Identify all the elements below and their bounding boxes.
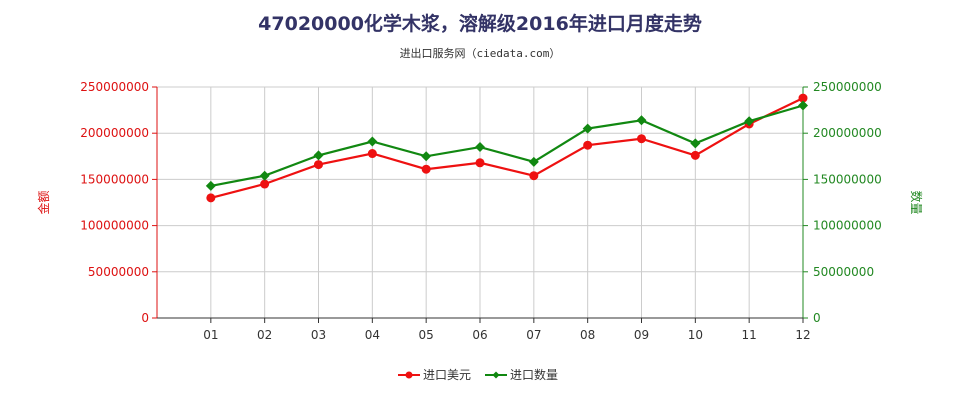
data-point-usd[interactable] xyxy=(637,134,646,144)
y-left-tick-label: 150000000 xyxy=(80,172,149,186)
legend-label-quantity: 进口数量 xyxy=(510,367,558,382)
x-tick-label: 06 xyxy=(472,328,487,342)
data-point-usd[interactable] xyxy=(583,140,593,150)
y-left-tick-label: 0 xyxy=(141,311,149,325)
legend-label-usd: 进口美元 xyxy=(423,368,471,382)
y-right-tick-label: 200000000 xyxy=(813,126,882,140)
data-point-usd[interactable] xyxy=(421,164,431,174)
x-tick-label: 05 xyxy=(419,328,434,342)
chart-subtitle: 进出口服务网（ciedata.com） xyxy=(400,46,561,60)
data-point-usd[interactable] xyxy=(206,193,216,203)
x-tick-label: 02 xyxy=(257,328,272,342)
series-line-usd xyxy=(210,97,804,199)
data-point-quantity[interactable] xyxy=(475,142,485,153)
y-right-tick-label: 100000000 xyxy=(813,219,882,233)
y-axis-left-label: 金额 xyxy=(36,190,51,214)
legend: 进口美元 进口数量 xyxy=(398,367,558,382)
y-right-tick-label: 0 xyxy=(813,311,821,325)
plot-area: 0 50000000 100000000 150000000 200000000 2500… xyxy=(80,80,881,342)
x-tick-label: 12 xyxy=(795,328,810,342)
y-left-tick-label: 100000000 xyxy=(80,219,149,233)
x-tick-label: 09 xyxy=(634,328,649,342)
data-point-usd[interactable] xyxy=(475,158,485,168)
data-point-quantity[interactable] xyxy=(798,100,808,111)
data-point-quantity[interactable] xyxy=(636,115,647,126)
y-axis-right-label: 数量 xyxy=(909,190,924,214)
x-tick-label: 10 xyxy=(688,328,703,342)
y-left-tick-label: 50000000 xyxy=(88,265,149,279)
data-point-quantity[interactable] xyxy=(313,150,324,161)
series-line-quantity xyxy=(210,104,804,187)
data-point-quantity[interactable] xyxy=(259,170,270,181)
data-point-usd[interactable] xyxy=(314,160,323,170)
y-right-tick-label: 250000000 xyxy=(813,80,882,94)
x-tick-label: 07 xyxy=(526,328,541,342)
legend-marker-usd xyxy=(405,371,413,379)
x-tick-label: 01 xyxy=(203,328,218,342)
data-point-quantity[interactable] xyxy=(421,151,432,162)
data-point-quantity[interactable] xyxy=(205,180,216,191)
data-point-quantity[interactable] xyxy=(690,138,701,149)
data-point-quantity[interactable] xyxy=(744,116,755,127)
chart-title: 47020000化学木浆，溶解级2016年进口月度走势 xyxy=(258,12,702,35)
x-tick-label: 04 xyxy=(365,328,380,342)
y-right-tick-label: 150000000 xyxy=(813,172,882,186)
data-point-quantity[interactable] xyxy=(582,123,593,134)
legend-marker-quantity xyxy=(492,371,500,379)
legend-item-quantity[interactable]: 进口数量 xyxy=(485,367,558,382)
data-point-usd[interactable] xyxy=(798,93,808,103)
data-point-usd[interactable] xyxy=(690,150,700,160)
x-tick-label: 08 xyxy=(580,328,595,342)
data-point-usd[interactable] xyxy=(367,149,377,159)
data-point-usd[interactable] xyxy=(529,171,539,181)
y-left-tick-label: 200000000 xyxy=(80,126,149,140)
legend-item-usd[interactable]: 进口美元 xyxy=(398,368,471,382)
x-tick-label: 11 xyxy=(742,328,757,342)
y-left-tick-label: 250000000 xyxy=(80,80,149,94)
y-right-tick-label: 50000000 xyxy=(813,265,874,279)
data-point-quantity[interactable] xyxy=(528,156,539,167)
data-point-usd[interactable] xyxy=(260,179,270,189)
x-tick-label: 03 xyxy=(311,328,326,342)
data-point-quantity[interactable] xyxy=(367,136,378,147)
